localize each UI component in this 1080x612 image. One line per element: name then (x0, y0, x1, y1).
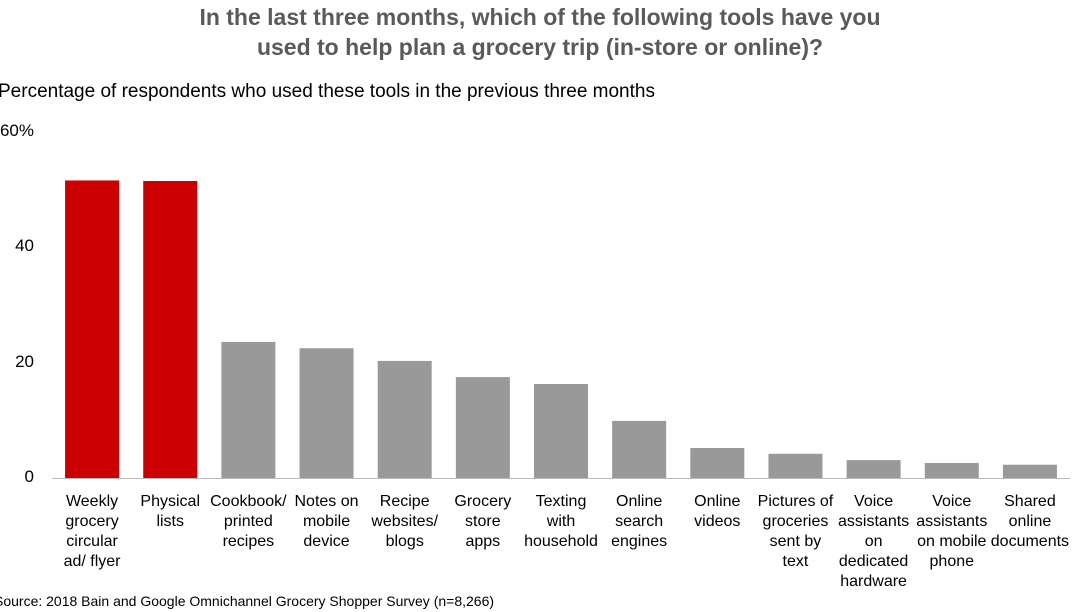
x-tick-label: Pictures of groceries sent by text (757, 493, 834, 570)
x-tick-label: Cookbook/ printed recipes (210, 493, 287, 550)
x-tick-label: Voice assistants on dedicated hardware (838, 493, 910, 590)
x-tick-label: Weekly grocery circular ad/ flyer (63, 493, 121, 570)
y-tick-label: 0 (24, 467, 34, 486)
bar (534, 384, 588, 478)
bar (455, 377, 510, 478)
x-tick-label: Shared online documents (990, 493, 1070, 550)
bar (612, 420, 667, 478)
bar (924, 463, 979, 478)
y-tick-label: 40 (15, 236, 34, 256)
source-note: Source: 2018 Bain and Google Omnichannel… (0, 593, 495, 609)
bar (65, 180, 120, 478)
x-tick-label: Voice assistants on mobile phone (916, 493, 988, 570)
x-tick-label: Online search engines (611, 493, 668, 550)
x-tick-label: Texting with household (524, 493, 598, 550)
x-tick-label: Notes on mobile device (294, 493, 359, 550)
x-tick-label: Grocery store apps (454, 493, 512, 550)
x-tick-label: Physical lists (140, 493, 200, 530)
bar (768, 453, 823, 478)
y-tick-label: 60% (0, 121, 34, 140)
y-tick-label: 20 (15, 351, 34, 371)
bar (846, 460, 901, 478)
bar (221, 341, 276, 478)
chart-subtitle: Percentage of respondents who used these… (0, 81, 655, 102)
x-tick-label: Recipe websites/ blogs (371, 493, 439, 550)
chart-title: In the last three months, which of the f… (199, 4, 881, 60)
x-tick-label: Online videos (694, 493, 741, 530)
bar (690, 448, 745, 478)
bar (143, 181, 198, 478)
bar (299, 348, 354, 478)
bar (1002, 464, 1057, 478)
bar (377, 360, 432, 478)
